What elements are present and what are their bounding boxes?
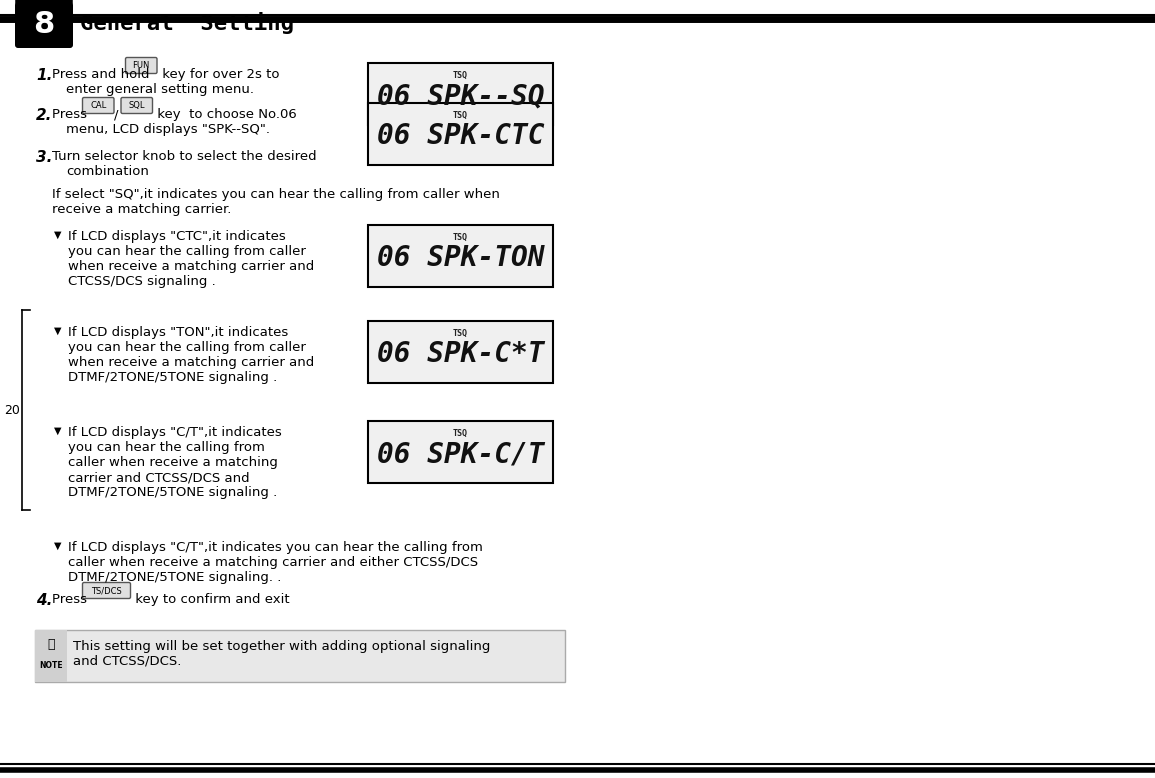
Text: TSQ: TSQ <box>453 111 468 120</box>
FancyBboxPatch shape <box>82 583 131 598</box>
Text: 4.: 4. <box>36 593 52 608</box>
FancyBboxPatch shape <box>121 97 152 114</box>
Text: Press: Press <box>52 108 91 121</box>
FancyBboxPatch shape <box>368 421 553 483</box>
Text: 🔊: 🔊 <box>47 637 54 650</box>
Text: ▼: ▼ <box>54 230 61 240</box>
Text: CTCSS/DCS signaling .: CTCSS/DCS signaling . <box>68 275 216 288</box>
FancyBboxPatch shape <box>368 225 553 287</box>
Text: TSQ: TSQ <box>453 71 468 80</box>
Text: If select "SQ",it indicates you can hear the calling from caller when: If select "SQ",it indicates you can hear… <box>52 188 500 201</box>
Text: 8: 8 <box>33 9 54 38</box>
Text: If LCD displays "TON",it indicates: If LCD displays "TON",it indicates <box>68 326 289 339</box>
Text: combination: combination <box>66 165 149 178</box>
Text: menu, LCD displays "SPK--SQ".: menu, LCD displays "SPK--SQ". <box>66 123 270 136</box>
Text: key  to choose No.06: key to choose No.06 <box>152 108 297 121</box>
Text: enter general setting menu.: enter general setting menu. <box>66 83 254 96</box>
Text: 06 SPK--SQ: 06 SPK--SQ <box>377 82 544 110</box>
FancyBboxPatch shape <box>82 97 114 114</box>
Text: key to confirm and exit: key to confirm and exit <box>131 593 290 606</box>
Text: Turn selector knob to select the desired: Turn selector knob to select the desired <box>52 150 316 163</box>
Text: you can hear the calling from: you can hear the calling from <box>68 441 264 454</box>
Text: when receive a matching carrier and: when receive a matching carrier and <box>68 356 314 369</box>
Text: 2.: 2. <box>36 108 52 123</box>
Text: TSQ: TSQ <box>453 233 468 242</box>
FancyBboxPatch shape <box>126 58 157 73</box>
Text: SQL: SQL <box>128 101 146 110</box>
Text: NOTE: NOTE <box>39 661 62 671</box>
Text: 06 SPK-CTC: 06 SPK-CTC <box>377 122 544 150</box>
Text: 06 SPK-C*T: 06 SPK-C*T <box>377 340 544 368</box>
Text: If LCD displays "CTC",it indicates: If LCD displays "CTC",it indicates <box>68 230 285 243</box>
Text: Press and hold: Press and hold <box>52 68 154 81</box>
FancyBboxPatch shape <box>35 630 565 682</box>
Text: caller when receive a matching carrier and either CTCSS/DCS: caller when receive a matching carrier a… <box>68 556 478 569</box>
FancyBboxPatch shape <box>15 2 73 48</box>
Text: If LCD displays "C/T",it indicates you can hear the calling from: If LCD displays "C/T",it indicates you c… <box>68 541 483 554</box>
Text: carrier and CTCSS/DCS and: carrier and CTCSS/DCS and <box>68 471 249 484</box>
FancyBboxPatch shape <box>35 630 67 682</box>
Text: 20: 20 <box>5 404 20 416</box>
FancyBboxPatch shape <box>368 63 553 125</box>
Text: Press: Press <box>52 593 91 606</box>
FancyBboxPatch shape <box>368 103 553 165</box>
Text: caller when receive a matching: caller when receive a matching <box>68 456 278 469</box>
Text: General  Setting: General Setting <box>80 12 295 34</box>
Text: DTMF/2TONE/5TONE signaling .: DTMF/2TONE/5TONE signaling . <box>68 371 277 384</box>
Text: TSQ: TSQ <box>453 329 468 338</box>
Text: This setting will be set together with adding optional signaling: This setting will be set together with a… <box>73 640 491 653</box>
Text: 1.: 1. <box>36 68 52 83</box>
Text: TSQ: TSQ <box>453 429 468 438</box>
Text: you can hear the calling from caller: you can hear the calling from caller <box>68 341 306 354</box>
Text: TS/DCS: TS/DCS <box>91 586 122 595</box>
Text: ▼: ▼ <box>54 541 61 551</box>
Text: when receive a matching carrier and: when receive a matching carrier and <box>68 260 314 273</box>
Text: and CTCSS/DCS.: and CTCSS/DCS. <box>73 655 181 668</box>
Text: DTMF/2TONE/5TONE signaling. .: DTMF/2TONE/5TONE signaling. . <box>68 571 282 584</box>
Text: 06 SPK-C/T: 06 SPK-C/T <box>377 440 544 468</box>
Text: DTMF/2TONE/5TONE signaling .: DTMF/2TONE/5TONE signaling . <box>68 486 277 499</box>
Text: receive a matching carrier.: receive a matching carrier. <box>52 203 231 216</box>
Text: ▼: ▼ <box>54 326 61 336</box>
Text: 06 SPK-TON: 06 SPK-TON <box>377 244 544 272</box>
Text: /: / <box>114 108 119 121</box>
Text: you can hear the calling from caller: you can hear the calling from caller <box>68 245 306 258</box>
FancyBboxPatch shape <box>368 321 553 383</box>
Text: If LCD displays "C/T",it indicates: If LCD displays "C/T",it indicates <box>68 426 282 439</box>
Text: FUN: FUN <box>133 61 150 70</box>
Text: key for over 2s to: key for over 2s to <box>157 68 280 81</box>
Text: ▼: ▼ <box>54 426 61 436</box>
Text: 3.: 3. <box>36 150 52 165</box>
Text: CAL: CAL <box>90 101 106 110</box>
